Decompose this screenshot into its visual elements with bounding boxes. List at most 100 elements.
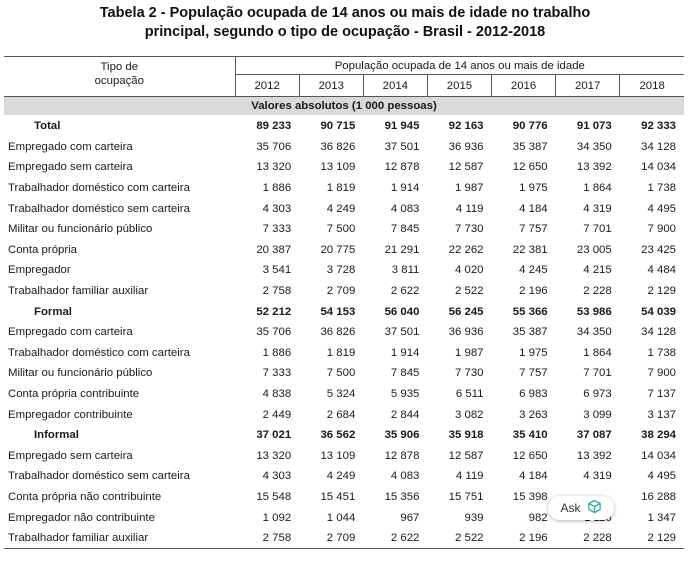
table-row: Trabalhador doméstico com carteira 1 886 1… (4, 178, 684, 199)
cell-2016: 1 975 (519, 182, 548, 195)
cell-2014: 12 878 (384, 161, 420, 174)
cell-2014: 7 845 (390, 223, 420, 236)
cell-2012: 2 758 (262, 285, 292, 298)
cell-2018: 7 137 (647, 388, 676, 401)
header-type-cell: Tipo de ocupação (4, 56, 236, 97)
cell-2014: 37 501 (384, 326, 420, 339)
cell-2014: 1 914 (390, 182, 420, 195)
cell-2016: 35 387 (512, 326, 548, 339)
cell-2014: 15 356 (384, 490, 420, 503)
cell-2018: 34 128 (641, 326, 676, 339)
title-line-1: Tabela 2 - População ocupada de 14 anos … (99, 5, 591, 21)
table-row-total: Total 89 233 90 715 91 945 92 163 90 776 91 07… (4, 116, 684, 137)
table-row: Empregado sem carteira 13 320 13 109 12 878… (4, 446, 684, 467)
cell-2016: 7 757 (519, 367, 548, 380)
cell-2018: 54 039 (641, 305, 676, 318)
cell-2016: 4 184 (519, 202, 548, 215)
cell-2012: 1 092 (262, 511, 292, 524)
cell-2016: 982 (528, 511, 548, 524)
cell-2012: 1 886 (262, 346, 292, 359)
table-row: Conta própria contribuinte 4 838 5 324 5 93… (4, 384, 684, 405)
cell-2015: 35 918 (448, 429, 484, 442)
ask-button[interactable]: Ask (548, 496, 614, 520)
cell-2013: 7 500 (326, 367, 356, 380)
title-line-2: principal, segundo o tipo de ocupação - … (144, 24, 546, 40)
data-table: Tipo de ocupação População ocupada de 14… (4, 56, 684, 550)
cell-2018: 1 738 (647, 182, 676, 195)
cell-2012: 15 548 (256, 490, 292, 503)
cell-2017: 53 986 (576, 305, 612, 318)
table-row-total: Informal 37 021 36 562 35 906 35 918 35 410 37… (4, 425, 684, 446)
cell-2012: 13 320 (256, 449, 292, 462)
cell-2013: 36 562 (320, 429, 356, 442)
cell-2018: 92 333 (641, 120, 676, 133)
cell-2015: 22 262 (448, 243, 484, 256)
section-header: Valores absolutos (1 000 pessoas) (4, 96, 684, 116)
cell-2015: 2 522 (427, 527, 492, 550)
row-label: Trabalhador familiar auxiliar (8, 285, 149, 298)
row-label: Trabalhador doméstico sem carteira (8, 470, 190, 483)
table-row: Trabalhador familiar auxiliar 2 758 2 709 2… (4, 527, 684, 550)
cell-2013: 1 819 (326, 346, 356, 359)
table-row: Empregado com carteira 35 706 36 826 37 501… (4, 322, 684, 343)
row-label: Trabalhador doméstico com carteira (8, 182, 190, 195)
cell-2017: 34 350 (576, 140, 612, 153)
cell-2013: 5 324 (326, 388, 356, 401)
cell-2012: 7 333 (262, 223, 292, 236)
ask-button-label: Ask (560, 501, 581, 515)
cell-2017: 13 392 (576, 161, 612, 174)
row-label: Empregado sem carteira (8, 449, 133, 462)
cell-2015: 7 730 (455, 367, 484, 380)
table-row: Conta própria não contribuinte 15 548 15 4… (4, 487, 684, 508)
year-header-2013: 2013 (298, 74, 364, 97)
table-row: Militar ou funcionário público 7 333 7 500… (4, 363, 684, 384)
cell-2015: 36 936 (448, 140, 484, 153)
table-row: Trabalhador doméstico sem carteira 4 303 4… (4, 466, 684, 487)
row-label: Empregado com carteira (8, 326, 133, 339)
table-row: Empregado sem carteira 13 320 13 109 12 878… (4, 157, 684, 178)
table-row: Empregador 3 541 3 728 3 811 4 020 4 245 4 215… (4, 260, 684, 281)
cube-icon (587, 499, 602, 517)
table-row: Militar ou funcionário público 7 333 7 500… (4, 219, 684, 240)
cell-2016: 35 387 (512, 140, 548, 153)
cell-2017: 3 099 (583, 408, 612, 421)
row-label: Formal (34, 305, 72, 318)
table-row: Empregado com carteira 35 706 36 826 37 501… (4, 137, 684, 158)
cell-2015: 4 119 (455, 202, 484, 215)
cell-2015: 1 987 (455, 346, 484, 359)
cell-2015: 7 730 (455, 223, 484, 236)
cell-2016: 1 975 (519, 346, 548, 359)
table-row: Trabalhador familiar auxiliar 2 758 2 709 2… (4, 281, 684, 302)
year-header-2015: 2015 (426, 74, 492, 97)
cell-2012: 20 387 (256, 243, 292, 256)
cell-2015: 4 020 (455, 264, 484, 277)
row-label: Empregador (8, 264, 71, 277)
cell-2015: 1 987 (455, 182, 484, 195)
cell-2014: 2 622 (390, 285, 420, 298)
year-header-2018: 2018 (619, 74, 684, 97)
cell-2016: 4 245 (519, 264, 548, 277)
cell-2015: 36 936 (448, 326, 484, 339)
cell-2014: 12 878 (384, 449, 420, 462)
cell-2012: 3 541 (262, 264, 292, 277)
cell-2012: 35 706 (256, 326, 292, 339)
cell-2012: 52 212 (256, 305, 292, 318)
row-label: Empregador não contribuinte (8, 511, 155, 524)
cell-2018: 1 347 (647, 511, 676, 524)
row-label: Trabalhador doméstico sem carteira (8, 202, 190, 215)
cell-2018: 2 129 (647, 285, 676, 298)
cell-2014: 4 083 (390, 470, 420, 483)
cell-2018: 16 288 (641, 490, 676, 503)
cell-2015: 4 119 (455, 470, 484, 483)
cell-2018: 4 495 (647, 202, 676, 215)
cell-2014: 967 (400, 511, 420, 524)
year-header-2016: 2016 (491, 74, 556, 97)
cell-2013: 15 451 (320, 490, 356, 503)
cell-2014: 2 844 (390, 408, 420, 421)
cell-2016: 90 776 (512, 120, 548, 133)
cell-2017: 1 864 (583, 346, 612, 359)
cell-2013: 4 249 (326, 470, 356, 483)
cell-2013: 36 826 (320, 140, 356, 153)
cell-2018: 4 495 (647, 470, 676, 483)
cell-2014: 7 845 (390, 367, 420, 380)
